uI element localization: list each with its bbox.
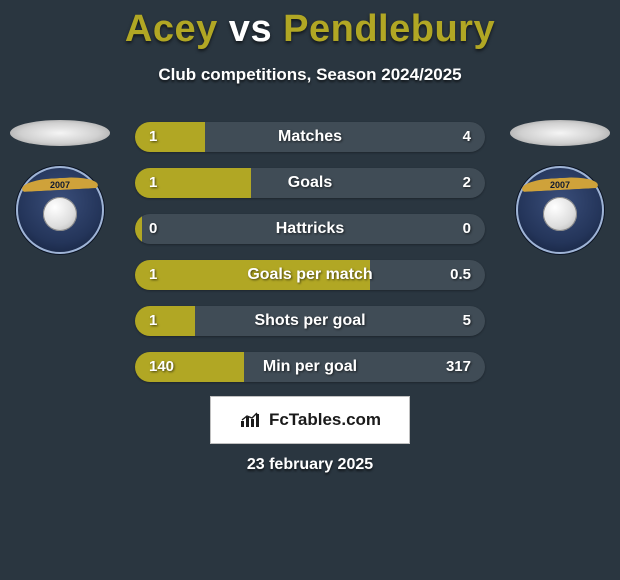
left-team-block: 2007	[10, 120, 110, 254]
title-right-player: Pendlebury	[283, 8, 495, 50]
shadow-ellipse-left	[10, 120, 110, 146]
bar-row-matches: 1 4 Matches	[135, 122, 485, 152]
bar-label: Matches	[135, 122, 485, 152]
title-vs: vs	[218, 8, 283, 50]
bar-row-goals: 1 2 Goals	[135, 168, 485, 198]
right-team-block: 2007	[510, 120, 610, 254]
title-left-player: Acey	[125, 8, 218, 50]
comparison-title: Acey vs Pendlebury	[0, 0, 620, 51]
bar-row-shots-per-goal: 1 5 Shots per goal	[135, 306, 485, 336]
left-team-crest: 2007	[16, 166, 104, 254]
crest-year: 2007	[16, 180, 104, 190]
source-text: FcTables.com	[269, 410, 381, 430]
chart-icon	[239, 411, 263, 429]
bar-row-goals-per-match: 1 0.5 Goals per match	[135, 260, 485, 290]
crest-ball-icon	[43, 197, 77, 231]
comparison-bars: 1 4 Matches 1 2 Goals 0 0 Hattricks 1 0.…	[135, 122, 485, 398]
bar-row-hattricks: 0 0 Hattricks	[135, 214, 485, 244]
footer-date: 23 february 2025	[0, 456, 620, 474]
bar-label: Min per goal	[135, 352, 485, 382]
bar-row-min-per-goal: 140 317 Min per goal	[135, 352, 485, 382]
bar-label: Hattricks	[135, 214, 485, 244]
subtitle: Club competitions, Season 2024/2025	[0, 65, 620, 85]
source-badge: FcTables.com	[210, 396, 410, 444]
crest-year: 2007	[516, 180, 604, 190]
bar-label: Goals	[135, 168, 485, 198]
bar-label: Goals per match	[135, 260, 485, 290]
right-team-crest: 2007	[516, 166, 604, 254]
bar-label: Shots per goal	[135, 306, 485, 336]
shadow-ellipse-right	[510, 120, 610, 146]
crest-ball-icon	[543, 197, 577, 231]
